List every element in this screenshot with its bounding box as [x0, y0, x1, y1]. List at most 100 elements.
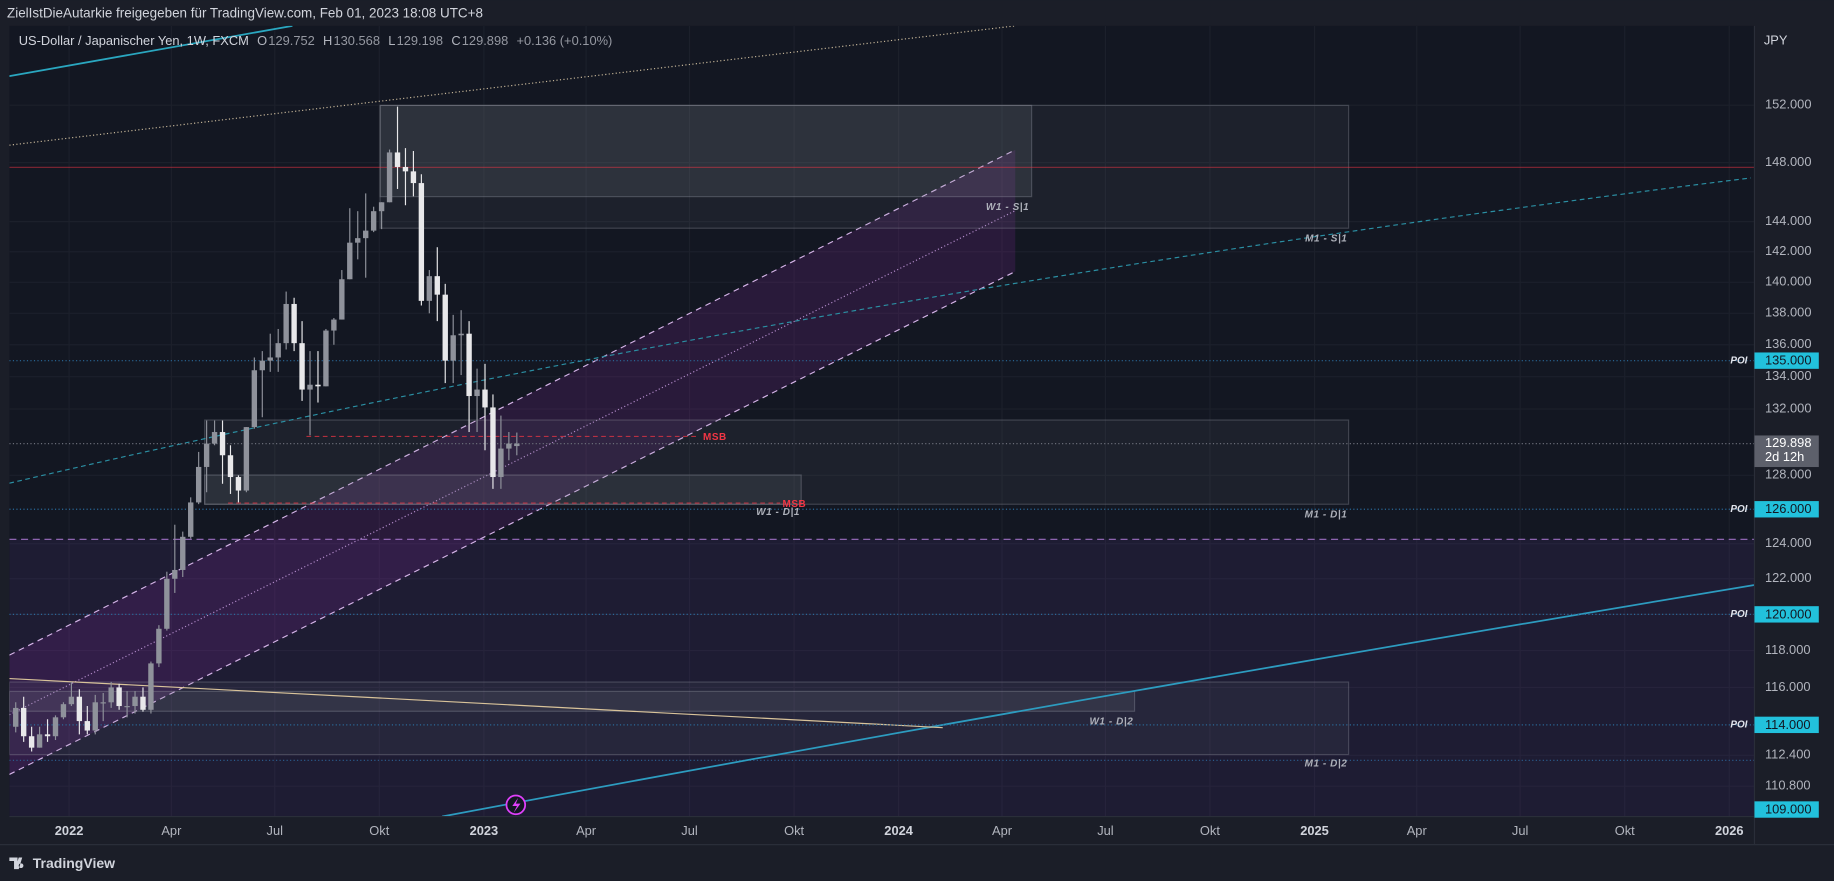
currency: JPY	[1764, 32, 1788, 47]
price-label: 129.898	[1765, 435, 1811, 450]
ohlc-key: C	[451, 34, 460, 49]
symbol: US-Dollar / Japanischer Yen, 1W, FXCM	[19, 34, 249, 49]
level-box	[1754, 716, 1819, 734]
candle-body	[402, 166, 409, 172]
x-tick-label: 2022	[55, 823, 84, 838]
zone-label: M1 - S|1	[1305, 233, 1347, 244]
x-tick-label: Jul	[1512, 823, 1528, 838]
x-tick-label: 2026	[1715, 823, 1744, 838]
zone-label: W1 - S|1	[986, 202, 1029, 213]
candle-body	[20, 707, 27, 737]
candle-body	[219, 432, 226, 456]
y-tick-label: 148.000	[1765, 154, 1811, 169]
candle-body	[76, 696, 83, 722]
channel-upper	[9, 149, 1016, 656]
candle-body	[514, 443, 520, 447]
grid	[9, 25, 1755, 817]
level-tag: POI	[1730, 504, 1747, 515]
footer: TradingView	[9, 855, 115, 871]
annotations: W1 - S|1 M1 - S|1 W1 - D|1 M1 - D|1 W1 -…	[505, 202, 1348, 816]
x-tick-label: Apr	[161, 823, 182, 838]
candle-body	[323, 330, 329, 387]
candle-body	[370, 211, 377, 231]
y-tick-label: 142.000	[1765, 243, 1811, 258]
candle-body	[188, 502, 194, 537]
y-tick-label: 140.000	[1765, 274, 1811, 289]
candle-body	[458, 333, 464, 336]
x-tick-label: 2024	[884, 823, 913, 838]
candle-body	[36, 734, 43, 748]
price-box	[1754, 435, 1819, 468]
ohlc-key: L	[388, 34, 395, 49]
candle-body	[60, 704, 67, 718]
candle-body	[243, 427, 250, 491]
candle-body	[307, 384, 313, 390]
candle-body	[482, 389, 488, 408]
y-tick-label: 128.000	[1765, 467, 1811, 482]
candle-body	[195, 466, 202, 503]
candle-body	[275, 343, 281, 358]
zone	[9, 681, 1350, 756]
legend: US-Dollar / Japanischer Yen, 1W, FXCM O1…	[19, 34, 613, 49]
share-title: ZielIstDieAutarkie freigegeben für Tradi…	[7, 6, 483, 21]
ohlc-value: 129.752	[268, 34, 314, 49]
candle-body	[378, 202, 385, 212]
x-tick-label: Apr	[992, 823, 1013, 838]
candle-body	[418, 183, 425, 301]
candle-body	[13, 707, 19, 727]
candle-body	[386, 152, 393, 203]
msb-label: MSB	[782, 499, 806, 510]
candle-body	[363, 230, 369, 239]
trend-line	[441, 584, 1755, 817]
zone-label: M1 - D|1	[1305, 509, 1348, 520]
zone	[379, 104, 1350, 229]
candle-body	[506, 443, 512, 449]
x-tick-label: Apr	[576, 823, 597, 838]
candle-body	[410, 171, 417, 184]
zone	[204, 474, 802, 505]
level-tag: POI	[1730, 355, 1747, 366]
candle-body	[251, 370, 258, 428]
candle-body	[235, 477, 242, 491]
candle-body	[490, 407, 496, 478]
level-box	[1754, 352, 1819, 369]
candle-body	[164, 578, 170, 629]
candle-body	[394, 152, 401, 167]
change: +0.136 (+0.10%)	[517, 34, 613, 49]
channel-mid	[9, 210, 1016, 716]
candle-body	[180, 536, 186, 570]
candle-body	[100, 702, 106, 704]
chart-pane	[9, 25, 1755, 817]
x-tick-label: Okt	[1615, 823, 1635, 838]
candle-body	[140, 696, 146, 710]
ohlc-key: O	[257, 34, 267, 49]
zone	[204, 419, 1350, 505]
level-box	[1754, 606, 1819, 623]
zone-label: M1 - D|2	[1305, 759, 1348, 770]
y-tick-label: 152.000	[1765, 97, 1811, 112]
channel-lower	[9, 270, 1016, 775]
candle-body	[156, 628, 162, 664]
level-label: 114.000	[1765, 717, 1811, 732]
ohlc-value: 129.898	[462, 34, 508, 49]
x-tick-label: Okt	[369, 823, 389, 838]
x-tick-label: Okt	[1200, 823, 1220, 838]
ohlc-value: 130.568	[334, 34, 380, 49]
candle-body	[132, 696, 138, 707]
candle-body	[466, 333, 472, 397]
candle-body	[347, 242, 353, 280]
zone	[9, 690, 1136, 712]
zone	[379, 104, 1033, 198]
msb-label: MSB	[703, 432, 727, 443]
candle-body	[52, 717, 59, 737]
y-tick-label: 110.800	[1765, 778, 1811, 793]
candle-body	[474, 389, 480, 397]
candle-body	[211, 432, 218, 444]
candle-body	[434, 276, 440, 295]
brand: TradingView	[33, 855, 115, 871]
candle-body	[92, 702, 98, 731]
ohlc-key: H	[323, 34, 332, 49]
x-tick-label: 2023	[470, 823, 499, 838]
drawings	[9, 25, 1755, 817]
